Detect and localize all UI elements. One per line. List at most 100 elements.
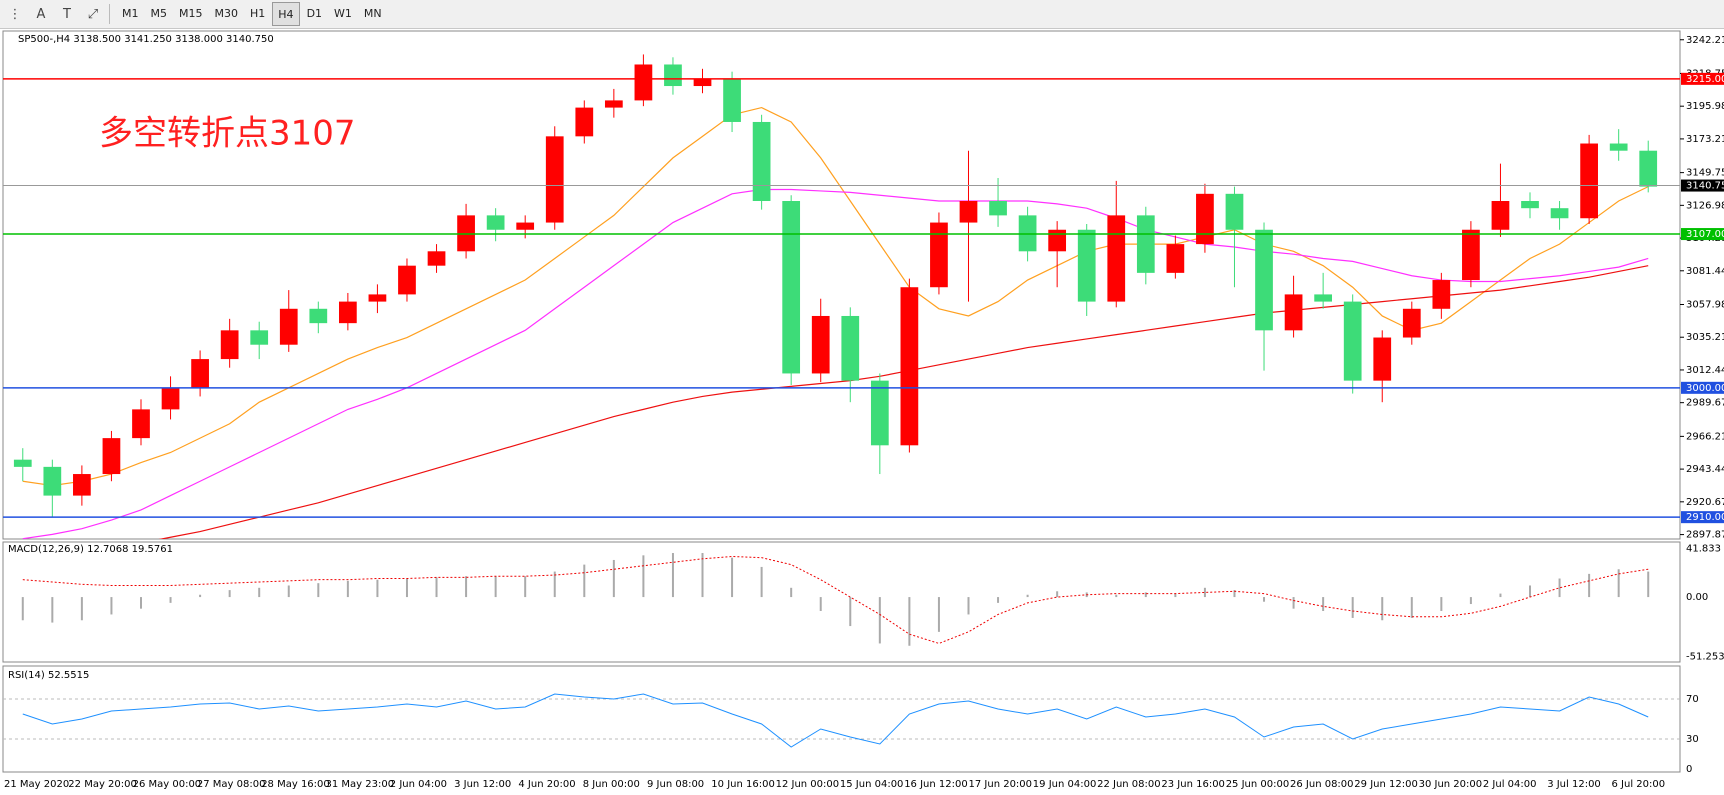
candle-body [1225, 193, 1244, 230]
macd-tick-label: 0.00 [1686, 592, 1708, 603]
candle-body [1343, 301, 1362, 381]
candle-body [279, 308, 298, 345]
x-tick-label: 3 Jun 12:00 [454, 779, 511, 790]
candle-body [900, 287, 919, 446]
timeframe-button[interactable]: W1 [334, 6, 352, 20]
candle-body [102, 438, 121, 475]
candle-body [752, 121, 771, 202]
candle-body [1491, 201, 1510, 230]
candle-body [723, 78, 741, 122]
rsi-line [22, 693, 1649, 748]
toolbar: ⋮ A T ⤢ M1 M5 M15 M30 H1 H4 D1 W1 MN [0, 0, 1724, 29]
last-price-bg [1681, 179, 1724, 192]
candle-body [427, 251, 446, 266]
x-tick-label: 23 Jun 16:00 [1161, 779, 1225, 790]
x-tick-label: 21 May 2020 [4, 779, 69, 790]
level-label-bg [1681, 511, 1724, 524]
timeframe-button[interactable]: M5 [150, 6, 168, 20]
level-label-bg [1681, 72, 1724, 85]
x-tick-label: 4 Jun 20:00 [518, 779, 575, 790]
moving-average [22, 188, 1649, 539]
x-tick-label: 17 Jun 20:00 [969, 779, 1033, 790]
x-tick-label: 3 Jul 12:00 [1547, 779, 1601, 790]
moving-average [158, 265, 1649, 539]
x-tick-label: 27 May 08:00 [197, 779, 266, 790]
timeframe-button[interactable]: M30 [214, 6, 239, 20]
x-tick-label: 12 Jun 00:00 [776, 779, 840, 790]
y-tick-label: 3081.440 [1686, 266, 1724, 277]
x-tick-label: 15 Jun 04:00 [840, 779, 904, 790]
x-tick-label: 22 Jun 08:00 [1097, 779, 1161, 790]
y-tick-label: 2920.670 [1686, 497, 1724, 508]
candle-body [132, 409, 150, 439]
candle-body [1550, 208, 1569, 219]
y-tick-label: 2966.210 [1686, 431, 1724, 442]
x-tick-label: 28 May 16:00 [261, 779, 330, 790]
y-tick-label: 3173.210 [1686, 134, 1724, 145]
candle-body [1136, 215, 1155, 273]
x-tick-label: 25 Jun 00:00 [1226, 779, 1290, 790]
candle-body [309, 308, 328, 324]
candle-body [1314, 294, 1332, 302]
candle-body [1462, 229, 1480, 281]
macd-tick-label: 41.833 [1686, 544, 1721, 555]
x-tick-label: 16 Jun 12:00 [904, 779, 968, 790]
x-tick-label: 19 Jun 04:00 [1033, 779, 1097, 790]
rsi-title: RSI(14) 52.5515 [8, 670, 89, 681]
candle-body [959, 201, 978, 223]
candle-body [1580, 143, 1598, 219]
x-tick-label: 31 May 23:00 [326, 779, 395, 790]
candle-body [1609, 143, 1628, 151]
level-label: 3215.000 [1686, 74, 1724, 85]
candle-body [191, 359, 209, 388]
y-tick-label: 3195.980 [1686, 101, 1724, 112]
separator [109, 4, 110, 24]
annotation: 多空转折点3107 [99, 114, 356, 154]
timeframe-button[interactable]: M1 [122, 6, 139, 20]
macd-pane [2, 541, 1681, 663]
y-tick-label: 2897.870 [1686, 530, 1724, 541]
candle-body [220, 330, 239, 360]
timeframes: M1 M5 M15 M30 H1 H4 D1 W1 MN [115, 2, 387, 26]
x-tick-label: 22 May 20:00 [68, 779, 137, 790]
timeframe-button[interactable]: H1 [250, 6, 266, 20]
main-pane [2, 30, 1681, 540]
candle-body [1402, 308, 1421, 338]
candle-body [634, 64, 653, 101]
candle-body [1196, 193, 1214, 245]
candle-body [693, 78, 712, 87]
rsi-tick-label: 70 [1686, 694, 1699, 705]
shapes-tool[interactable]: ⤢ [87, 6, 99, 22]
candle-body [398, 265, 416, 295]
rsi-tick-label: 30 [1686, 734, 1699, 745]
x-tick-label: 6 Jul 20:00 [1612, 779, 1666, 790]
label-tool[interactable]: T [63, 6, 71, 22]
level-label: 3107.000 [1686, 229, 1724, 240]
x-tick-label: 9 Jun 08:00 [647, 779, 704, 790]
x-tick-label: 2 Jun 04:00 [390, 779, 447, 790]
timeframe-button[interactable]: MN [363, 6, 382, 20]
x-tick-label: 2 Jul 04:00 [1483, 779, 1537, 790]
text-tool[interactable]: A [36, 6, 46, 22]
macd-title: MACD(12,26,9) 12.7068 19.5761 [8, 544, 173, 555]
candle-body [1166, 244, 1185, 273]
candle-body [870, 380, 889, 446]
timeframe-button[interactable]: H4 [272, 2, 300, 26]
tool-icon[interactable]: ⋮ [8, 6, 22, 22]
candle-body [811, 315, 830, 374]
candle-body [1284, 294, 1303, 331]
x-tick-label: 26 Jun 08:00 [1290, 779, 1354, 790]
candle-body [664, 64, 682, 87]
candle-body [604, 100, 623, 108]
x-tick-label: 26 May 00:00 [133, 779, 202, 790]
candle-body [1077, 229, 1096, 302]
candle-body [43, 466, 62, 496]
level-label: 2910.000 [1686, 512, 1724, 523]
timeframe-button[interactable]: D1 [306, 6, 323, 20]
timeframe-button[interactable]: M15 [179, 6, 203, 20]
candle-body [1521, 201, 1539, 209]
candle-body [1048, 229, 1067, 252]
y-tick-label: 3012.440 [1686, 365, 1724, 376]
y-tick-label: 3057.980 [1686, 300, 1724, 311]
